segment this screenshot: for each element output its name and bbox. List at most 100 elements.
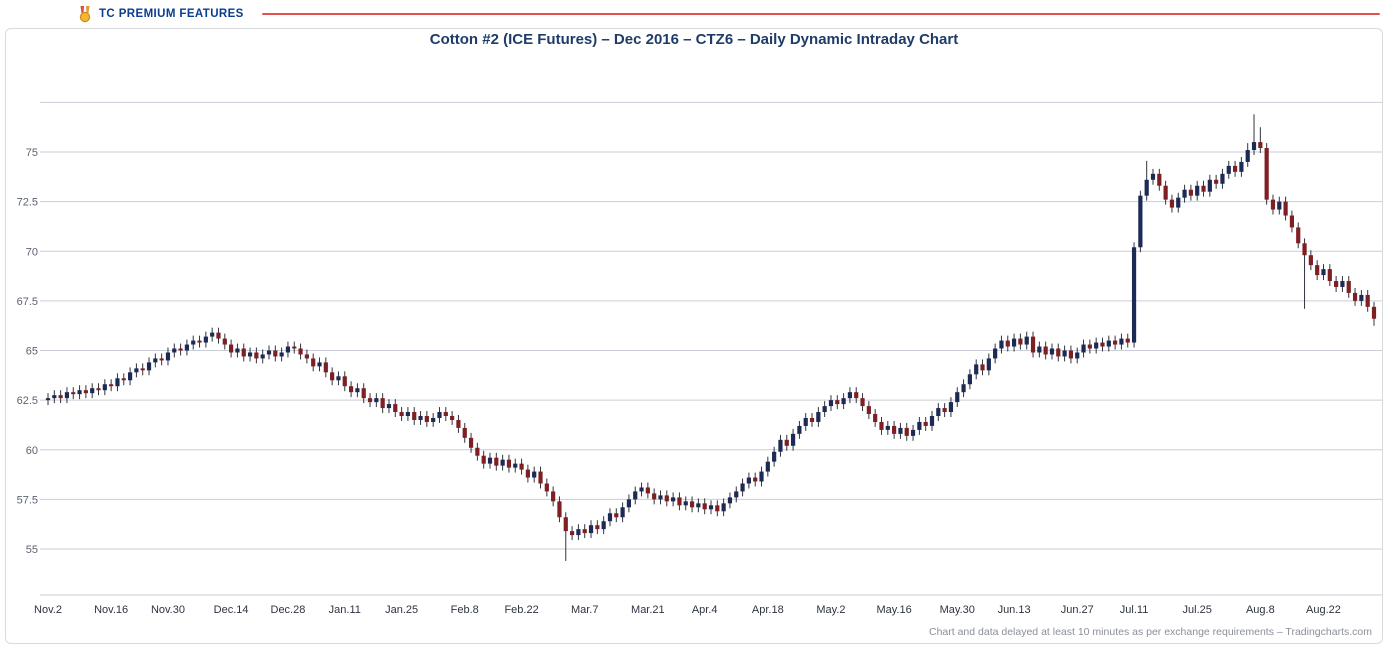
candle-body (1024, 336, 1029, 345)
y-axis-label: 60 (26, 445, 38, 457)
candle-body (1075, 352, 1080, 359)
x-axis-label: Mar.7 (571, 604, 599, 616)
x-axis-label: Jul.11 (1120, 604, 1149, 616)
candle-body (866, 406, 871, 415)
candle-body (986, 358, 991, 371)
candle-body (1100, 342, 1105, 347)
candle-body (146, 362, 152, 371)
x-axis-label: Nov.30 (151, 604, 185, 616)
candle-body (765, 461, 770, 472)
candle-body (462, 427, 467, 438)
candle-body (1321, 269, 1326, 276)
candle-body (266, 350, 272, 355)
tc-premium-label[interactable]: TC PREMIUM FEATURES (99, 8, 244, 20)
candle-body (1226, 165, 1231, 174)
candle-body (172, 348, 177, 353)
candle-body (892, 425, 897, 434)
medal-icon (79, 5, 91, 22)
candle-body (544, 483, 549, 492)
x-axis-label: Dec.28 (271, 604, 306, 616)
candle-body (588, 525, 594, 534)
candle-body (652, 493, 657, 500)
y-axis-label: 55 (26, 544, 38, 556)
candle-body (1264, 148, 1269, 200)
candle-body (71, 392, 76, 395)
candle-body (614, 513, 619, 518)
candle-body (582, 529, 587, 534)
chart-canvas[interactable]: 75 72.5 70 67.5 65 62.5 60 57.5 55 Nov.2 Nov.16 Nov… (0, 28, 1388, 647)
candle-body (279, 352, 284, 357)
candle-body (273, 350, 278, 357)
candle-body (898, 427, 903, 434)
candle-body (64, 392, 70, 399)
x-axis-label: Apr.4 (692, 604, 718, 616)
candle-body (708, 505, 714, 510)
x-axis-label: Mar.21 (631, 604, 665, 616)
candle-body (374, 398, 379, 403)
x-axis-label: Aug.22 (1306, 604, 1341, 616)
candle-body (1068, 350, 1074, 359)
candle-body (197, 340, 202, 343)
candle-body (1138, 195, 1143, 248)
candle-body (689, 501, 695, 508)
candle-body (626, 499, 632, 508)
candle-body (601, 521, 606, 530)
candle-body (1258, 142, 1263, 149)
candle-body (191, 340, 196, 345)
candle-body (658, 495, 663, 500)
candle-body (1195, 185, 1200, 196)
candle-body (816, 412, 821, 422)
candle-body (1169, 199, 1175, 208)
candle-body (1334, 281, 1339, 287)
candle-body (746, 477, 751, 484)
candle-body (210, 332, 215, 337)
candle-body (1113, 340, 1118, 345)
candle-body (753, 477, 758, 482)
candle-body (1150, 173, 1156, 180)
candle-body (999, 340, 1004, 349)
candle-body (1176, 197, 1181, 208)
candle-body (399, 412, 404, 417)
candle-body (1308, 255, 1313, 266)
candle-body (203, 336, 208, 343)
x-axis-label: May.2 (816, 604, 845, 616)
candle-body (1188, 189, 1193, 196)
x-axis-label: Nov.2 (34, 604, 62, 616)
candle-body (885, 425, 890, 430)
candle-body (285, 346, 291, 353)
candle-body (380, 398, 385, 409)
y-axis-label: 67.5 (17, 296, 38, 308)
candle-body (942, 408, 947, 413)
candle-body (696, 503, 701, 508)
candle-body (424, 416, 429, 422)
x-axis-label: Dec.14 (214, 604, 249, 616)
candle-body (841, 398, 846, 405)
candle-body (620, 507, 625, 518)
candle-body (45, 398, 51, 401)
candle-body (923, 421, 928, 426)
candle-body (955, 392, 960, 403)
candle-body (980, 364, 985, 371)
candle-body (873, 414, 878, 422)
candle-body (330, 372, 335, 381)
y-axis-label: 75 (26, 147, 38, 159)
candle-body (778, 439, 783, 452)
candle-body (1011, 338, 1017, 347)
y-axis-label: 62.5 (17, 395, 38, 407)
candle-body (1251, 142, 1257, 151)
candle-body (1245, 150, 1250, 162)
candle-body (1106, 340, 1111, 347)
candle-body (165, 352, 171, 361)
candle-body (355, 388, 360, 393)
candle-body (1062, 350, 1067, 357)
candle-body (847, 392, 853, 399)
x-axis-label: Jan.11 (329, 604, 361, 616)
candle-body (1131, 247, 1137, 343)
y-axis-label: 65 (26, 346, 38, 358)
candle-body (260, 354, 265, 359)
candle-body (1239, 161, 1244, 172)
candle-body (1340, 281, 1345, 287)
x-axis-label: Jun.27 (1061, 604, 1094, 616)
candle-body (159, 358, 164, 361)
candle-body (803, 417, 808, 426)
